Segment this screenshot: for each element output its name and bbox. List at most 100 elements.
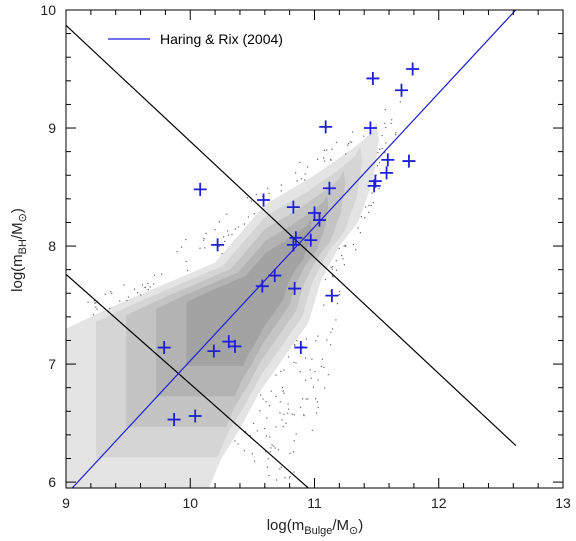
data-point-plus	[322, 181, 336, 195]
speckle-dot	[314, 371, 316, 373]
speckle-dot	[336, 303, 338, 305]
speckle-dot	[263, 428, 266, 430]
speckle-dot	[147, 289, 149, 291]
data-point-plus	[368, 174, 382, 188]
speckle-dot	[203, 239, 205, 241]
speckle-dot	[304, 179, 306, 181]
data-point-plus	[255, 279, 269, 293]
speckle-dot	[347, 144, 349, 146]
speckle-dot	[231, 233, 233, 236]
speckle-dot	[368, 211, 370, 213]
speckle-dot	[270, 390, 272, 392]
speckle-dot	[250, 200, 252, 202]
speckle-dot	[251, 453, 253, 455]
speckle-dot	[352, 131, 354, 133]
speckle-dot	[323, 366, 325, 368]
data-point-plus	[188, 409, 202, 423]
speckle-dot	[140, 294, 142, 296]
data-point-plus	[402, 154, 416, 168]
speckle-dot	[390, 122, 392, 124]
speckle-dot	[294, 343, 296, 346]
speckle-dot	[326, 339, 328, 341]
data-points	[157, 62, 420, 427]
speckle-dot	[280, 184, 282, 186]
speckle-dot	[352, 243, 354, 246]
speckle-dot	[279, 468, 281, 470]
speckle-dot	[364, 217, 366, 219]
speckle-dot	[275, 374, 277, 376]
speckle-dot	[287, 412, 289, 414]
speckle-dot	[109, 308, 111, 310]
axis-ticks: 9 10 11 12 13 6 7 8 9 10	[40, 2, 571, 511]
speckle-dot	[287, 403, 289, 405]
speckle-dot	[265, 401, 267, 403]
speckle-dot	[288, 477, 290, 479]
speckle-dot	[280, 370, 282, 372]
speckle-dot	[276, 479, 278, 481]
speckle-dot	[176, 251, 178, 253]
speckle-dot	[287, 356, 290, 358]
speckle-dot	[351, 141, 353, 143]
speckle-dot	[268, 405, 271, 407]
speckle-dot	[227, 234, 230, 236]
speckle-dot	[270, 447, 272, 449]
y-axis-title: log(mBH/M⊙)	[9, 208, 29, 292]
speckle-dot	[330, 266, 332, 269]
data-point-plus	[294, 341, 308, 355]
speckle-dot	[234, 228, 236, 230]
speckle-dot	[335, 319, 337, 321]
data-point-plus	[286, 200, 300, 214]
speckle-dot	[185, 260, 187, 263]
speckle-dot	[317, 406, 319, 408]
speckle-dot	[315, 412, 318, 414]
speckle-dot	[252, 422, 255, 424]
speckle-dot	[359, 232, 361, 234]
speckle-dot	[288, 408, 290, 410]
data-point-plus	[304, 233, 318, 247]
speckle-dot	[300, 406, 302, 408]
speckle-dot	[342, 258, 344, 260]
speckle-dot	[218, 245, 220, 247]
speckle-dot	[331, 275, 334, 277]
density-contour-level-5	[186, 219, 312, 366]
speckle-dot	[348, 143, 350, 145]
data-point-plus	[286, 238, 300, 252]
speckle-dot	[186, 269, 189, 272]
speckle-dot	[119, 300, 121, 302]
data-point-plus	[289, 231, 303, 245]
speckle-dot	[147, 282, 149, 285]
speckle-dot	[317, 335, 319, 337]
speckle-dot	[111, 292, 113, 294]
data-point-plus	[363, 121, 377, 135]
speckle-dot	[331, 328, 334, 330]
speckle-dot	[295, 433, 297, 435]
speckle-dot	[323, 304, 325, 306]
speckle-dot	[391, 119, 393, 121]
speckle-dot	[87, 301, 89, 303]
reference-line-1	[66, 24, 517, 446]
speckle-dot	[249, 435, 251, 437]
speckle-dot	[96, 308, 98, 310]
data-point-plus	[193, 182, 207, 196]
y-tick-label: 8	[48, 238, 56, 254]
y-tick-label: 10	[40, 2, 56, 18]
data-point-plus	[394, 83, 408, 97]
speckle-dot	[321, 358, 323, 360]
speckle-dot	[345, 245, 347, 247]
speckle-dot	[265, 435, 267, 437]
data-point-plus	[268, 269, 282, 283]
speckle-dot	[296, 180, 298, 182]
speckle-dot	[307, 398, 309, 400]
speckle-dot	[324, 160, 326, 162]
speckle-dot	[330, 158, 332, 161]
speckle-dot	[295, 172, 297, 174]
speckle-dot	[379, 148, 381, 150]
speckle-dot	[378, 187, 380, 189]
speckle-dot	[384, 122, 386, 124]
speckle-dot	[304, 173, 306, 175]
x-tick-label: 9	[62, 495, 70, 511]
density-contours	[66, 101, 401, 488]
speckle-dot	[137, 292, 139, 294]
data-point-plus	[257, 193, 271, 207]
speckle-dot	[110, 291, 112, 293]
